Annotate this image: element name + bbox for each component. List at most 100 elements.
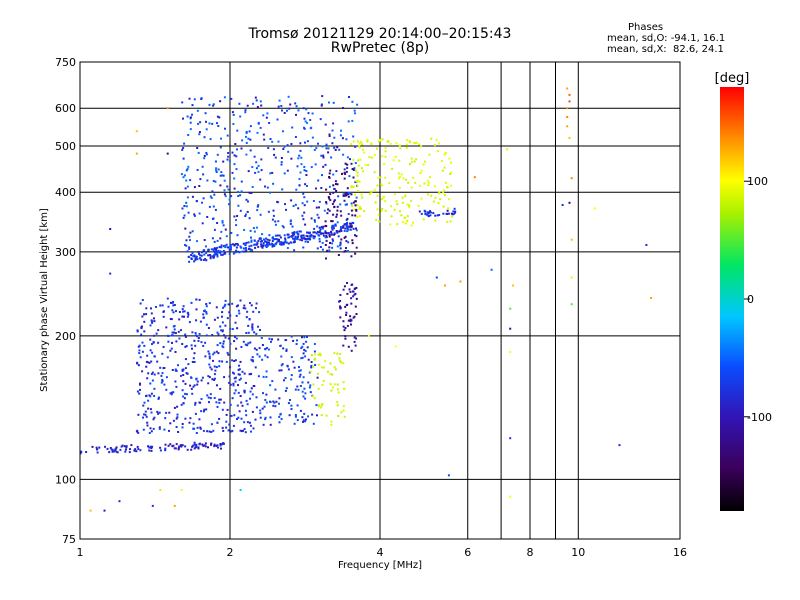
data-point: [240, 246, 243, 249]
data-point: [336, 183, 339, 186]
data-point: [229, 246, 232, 249]
data-point: [305, 340, 308, 343]
data-point: [328, 197, 331, 200]
data-point: [159, 449, 162, 452]
data-point: [321, 227, 324, 230]
data-point: [202, 429, 205, 432]
data-point: [274, 388, 277, 391]
data-point: [234, 335, 236, 338]
data-point: [193, 384, 196, 387]
data-point: [170, 301, 172, 304]
data-point: [249, 390, 252, 393]
data-point: [290, 143, 293, 145]
data-point: [344, 203, 347, 206]
data-point: [299, 409, 302, 412]
data-point: [233, 377, 236, 380]
data-point: [333, 383, 336, 386]
data-point: [242, 247, 245, 250]
data-point: [233, 372, 236, 375]
data-point: [141, 299, 144, 301]
data-point: [311, 413, 314, 416]
data-point: [316, 230, 319, 233]
data-point: [237, 391, 240, 394]
data-point: [207, 446, 209, 449]
data-point: [354, 193, 357, 196]
data-point: [570, 276, 573, 279]
data-point: [315, 187, 317, 190]
data-point: [198, 212, 201, 215]
data-point: [280, 355, 283, 358]
data-point: [304, 237, 307, 240]
data-point: [199, 426, 202, 429]
data-point: [181, 423, 184, 425]
data-point: [444, 181, 447, 184]
data-point: [406, 215, 409, 218]
data-point: [354, 145, 357, 148]
data-point: [116, 451, 119, 454]
data-point: [417, 204, 420, 207]
data-point: [237, 416, 240, 419]
data-point: [321, 174, 323, 177]
data-point: [151, 320, 154, 323]
data-point: [194, 257, 197, 260]
data-point: [208, 103, 211, 106]
data-point: [593, 207, 596, 210]
data-point: [115, 446, 118, 449]
data-point: [299, 149, 302, 152]
data-point: [301, 345, 304, 348]
data-point: [346, 203, 348, 206]
data-point: [182, 305, 185, 308]
data-point: [172, 304, 175, 307]
data-point: [191, 104, 194, 107]
data-point: [247, 248, 250, 250]
data-point: [342, 409, 345, 412]
data-point: [446, 209, 449, 212]
data-point: [352, 135, 355, 138]
data-point: [233, 360, 236, 362]
data-point: [244, 215, 247, 217]
data-point: [349, 225, 352, 228]
data-point: [138, 392, 141, 395]
data-point: [140, 333, 143, 336]
data-point: [189, 231, 192, 234]
data-point: [330, 156, 333, 159]
data-point: [186, 115, 189, 118]
data-point: [201, 376, 204, 379]
data-point: [442, 191, 445, 194]
data-point: [186, 448, 189, 451]
data-point: [109, 447, 112, 449]
data-point: [250, 192, 253, 194]
data-point: [319, 406, 322, 409]
data-point: [145, 307, 148, 310]
data-point: [224, 303, 227, 306]
data-point: [378, 140, 381, 143]
data-point: [213, 397, 216, 399]
data-point: [354, 292, 357, 295]
data-point: [276, 238, 279, 241]
data-point: [261, 246, 264, 249]
data-point: [284, 203, 286, 206]
data-point: [143, 344, 146, 347]
data-point: [309, 231, 311, 234]
data-point: [291, 231, 294, 234]
data-point: [311, 136, 314, 139]
data-point: [145, 415, 148, 418]
data-point: [215, 160, 217, 163]
data-point: [434, 185, 436, 188]
data-point: [186, 196, 189, 199]
data-point: [141, 370, 144, 373]
data-point: [264, 240, 267, 243]
data-point: [191, 195, 194, 198]
data-point: [284, 237, 287, 240]
data-point: [236, 148, 238, 151]
data-point: [325, 188, 328, 191]
data-point: [380, 210, 383, 212]
data-point: [269, 423, 272, 426]
data-point: [316, 225, 319, 228]
data-point: [231, 111, 234, 114]
data-point: [245, 198, 248, 201]
data-point: [303, 204, 306, 207]
data-point: [313, 235, 316, 238]
data-point: [172, 325, 175, 328]
